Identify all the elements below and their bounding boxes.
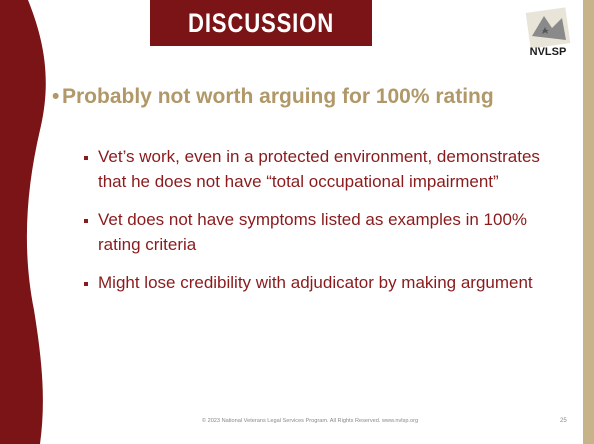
heading: • Probably not worth arguing for 100% rat… (52, 80, 572, 113)
page-number: 25 (560, 418, 567, 424)
title-bar: DISCUSSION (150, 0, 372, 46)
title: DISCUSSION (188, 7, 334, 38)
left-decoration (0, 0, 46, 444)
bullet: • (52, 85, 60, 108)
footer: © 2023 National Veterans Legal Services … (201, 418, 419, 424)
item: Vet’s work, even in a protected environm… (84, 145, 564, 194)
logo-label: NVLSP (529, 46, 567, 58)
heading-text: Probably not worth arguing for 100% rati… (62, 85, 494, 108)
item-list: Vet’s work, even in a protected environm… (84, 145, 564, 310)
item: Vet does not have symptoms listed as exa… (84, 208, 564, 257)
logo-icon (525, 7, 571, 49)
right-strip (583, 0, 594, 444)
item: Might lose credibility with adjudicator … (84, 271, 564, 296)
